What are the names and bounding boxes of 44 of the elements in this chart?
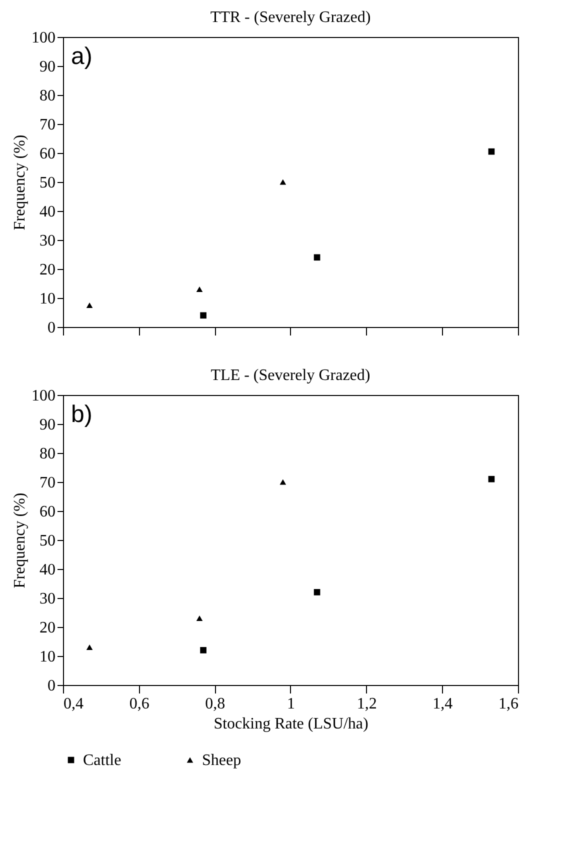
y-tick-label: 40	[40, 204, 56, 220]
x-tick-label: 1,4	[432, 696, 453, 712]
y-tick-label: 20	[40, 620, 56, 636]
point	[200, 312, 206, 319]
y-tick-label: 0	[48, 320, 56, 336]
y-tick-label: 10	[40, 648, 56, 666]
legend-label: Sheep	[202, 752, 242, 769]
y-tick-label: 20	[40, 262, 56, 278]
x-tick-label: 1,6	[498, 696, 518, 712]
annotation: a)	[71, 43, 92, 70]
y-tick-label: 0	[48, 678, 56, 694]
y-tick-label: 70	[40, 116, 56, 134]
y-axis-title: Frequency (%)	[12, 134, 28, 230]
y-tick-label: 80	[40, 446, 56, 462]
x-tick-label: 1	[287, 696, 295, 712]
y-tick-label: 60	[40, 146, 56, 162]
point	[196, 286, 203, 292]
y-tick-label: 10	[40, 290, 56, 308]
x-tick-label: 1,2	[356, 696, 377, 712]
y-tick-label: 100	[32, 30, 56, 46]
legend-label: Cattle	[83, 752, 122, 769]
y-tick-label: 90	[40, 416, 56, 434]
point	[86, 302, 93, 308]
point	[488, 148, 495, 155]
x-tick-label: 0,4	[64, 696, 84, 712]
y-tick-label: 80	[40, 88, 56, 104]
x-tick-label: 0,6	[129, 696, 150, 712]
y-tick-label: 50	[40, 532, 56, 550]
annotation: b)	[71, 401, 92, 428]
x-tick-label: 0,8	[205, 696, 226, 712]
point	[280, 179, 286, 185]
y-axis-title: Frequency (%)	[12, 492, 28, 588]
y-tick-label: 50	[40, 174, 56, 192]
point	[314, 254, 320, 261]
x-axis-title: Stocking Rate (LSU/ha)	[214, 716, 368, 732]
y-tick-label: 70	[40, 474, 56, 492]
y-tick-label: 30	[40, 232, 56, 250]
y-tick-label: 30	[40, 590, 56, 608]
y-tick-label: 100	[32, 388, 56, 404]
y-tick-label: 40	[40, 562, 56, 578]
chart-title: TTR - (Severely Grazed)	[210, 9, 371, 26]
y-tick-label: 60	[40, 504, 56, 520]
y-tick-label: 90	[40, 58, 56, 76]
chart-title: TLE - (Severely Grazed)	[210, 367, 370, 384]
